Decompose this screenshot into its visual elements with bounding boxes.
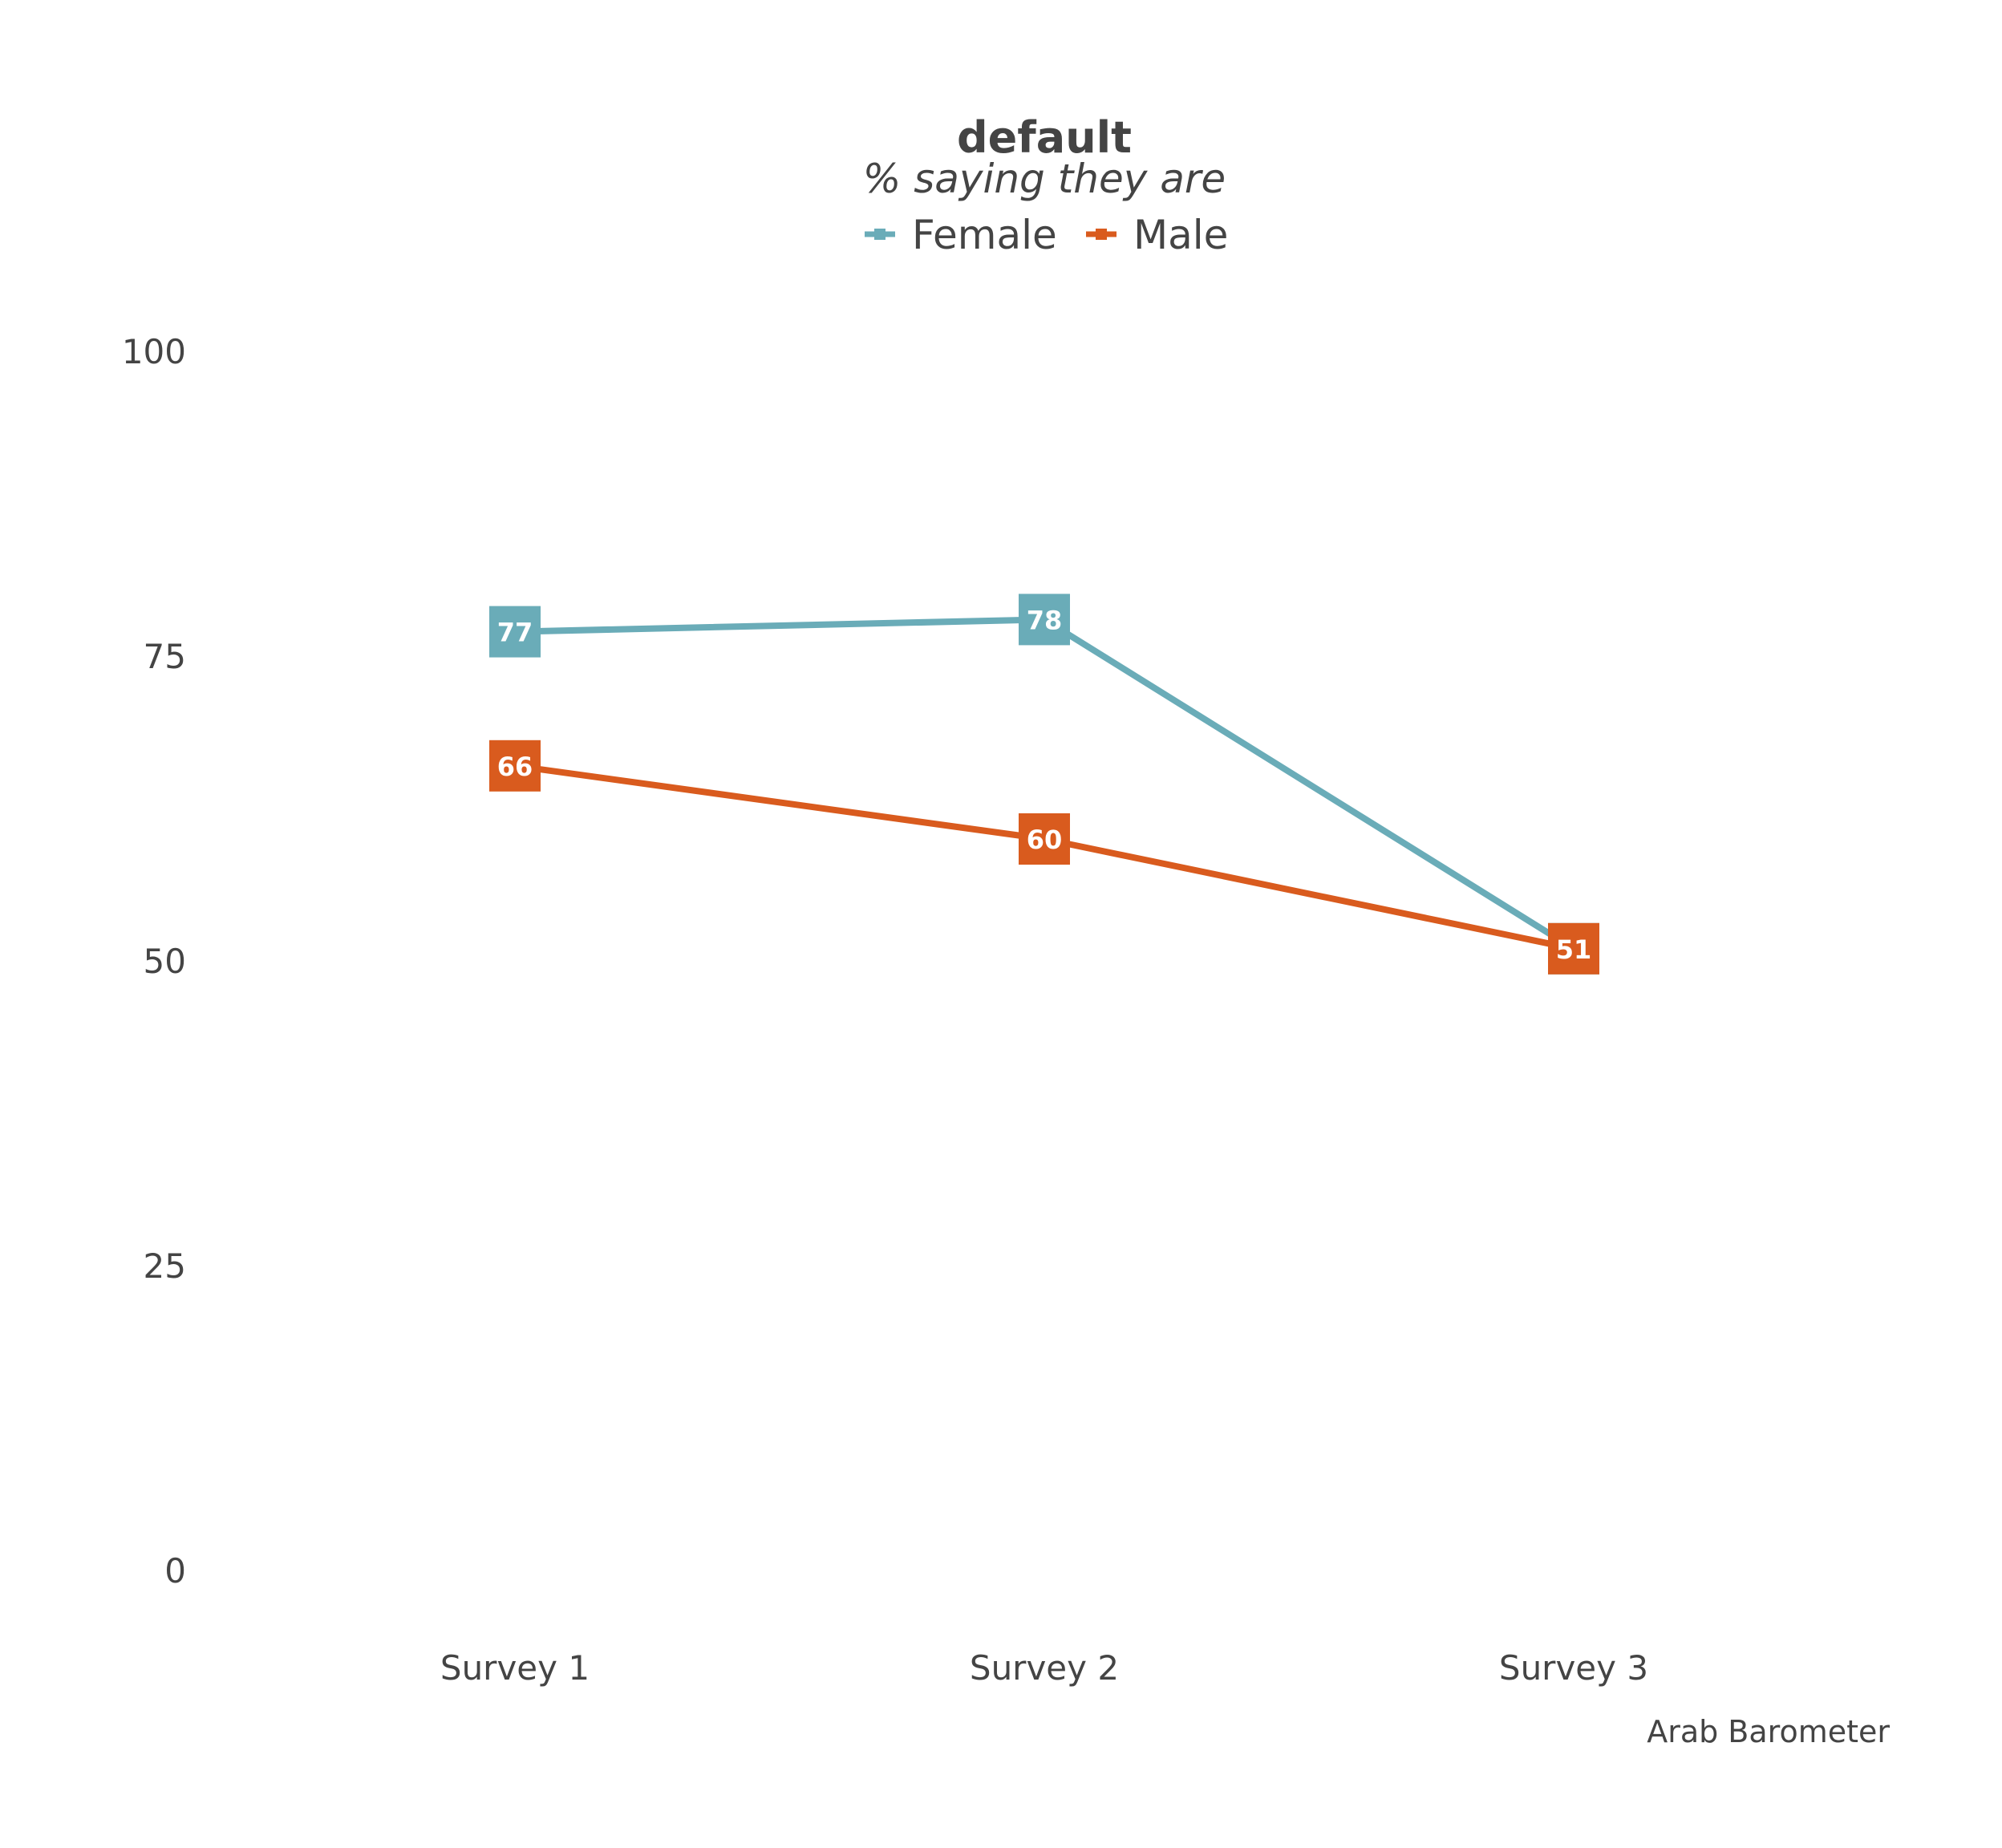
y-axis: 0 25 50 75 100 <box>122 332 186 1591</box>
y-tick-label: 25 <box>144 1246 186 1286</box>
y-tick-label: 100 <box>122 332 186 371</box>
data-point-marker <box>489 606 541 658</box>
legend: Female Male <box>865 212 1228 258</box>
x-tick-label: Survey 1 <box>440 1648 590 1688</box>
chart-title: default <box>957 112 1132 163</box>
data-point-marker <box>1019 594 1070 646</box>
data-point-marker <box>1019 813 1070 865</box>
x-axis: Survey 1 Survey 2 Survey 3 <box>440 1648 1648 1688</box>
data-point-label: 77 <box>497 618 533 648</box>
y-tick-label: 50 <box>144 942 186 981</box>
data-point-marker <box>489 740 541 792</box>
data-point-label: 78 <box>1027 605 1063 635</box>
series-markers: 777851666051 <box>489 594 1599 975</box>
legend-label: Male <box>1133 212 1228 258</box>
data-point-label: 66 <box>497 752 533 782</box>
chart-caption: Arab Barometer <box>1647 1714 1890 1749</box>
data-point-marker <box>1548 922 1599 975</box>
data-point-label: 60 <box>1027 825 1063 855</box>
y-tick-label: 75 <box>144 637 186 676</box>
x-tick-label: Survey 3 <box>1499 1648 1648 1688</box>
x-tick-label: Survey 2 <box>970 1648 1119 1688</box>
legend-label: Female <box>912 212 1057 258</box>
data-point-label: 51 <box>1556 934 1592 965</box>
chart-subtitle: % saying they are <box>863 156 1226 202</box>
legend-swatch-marker <box>874 229 886 240</box>
series-line-female <box>514 616 1576 952</box>
legend-swatch-marker <box>1096 229 1107 240</box>
y-tick-label: 0 <box>164 1551 186 1591</box>
series-lines <box>514 616 1576 952</box>
